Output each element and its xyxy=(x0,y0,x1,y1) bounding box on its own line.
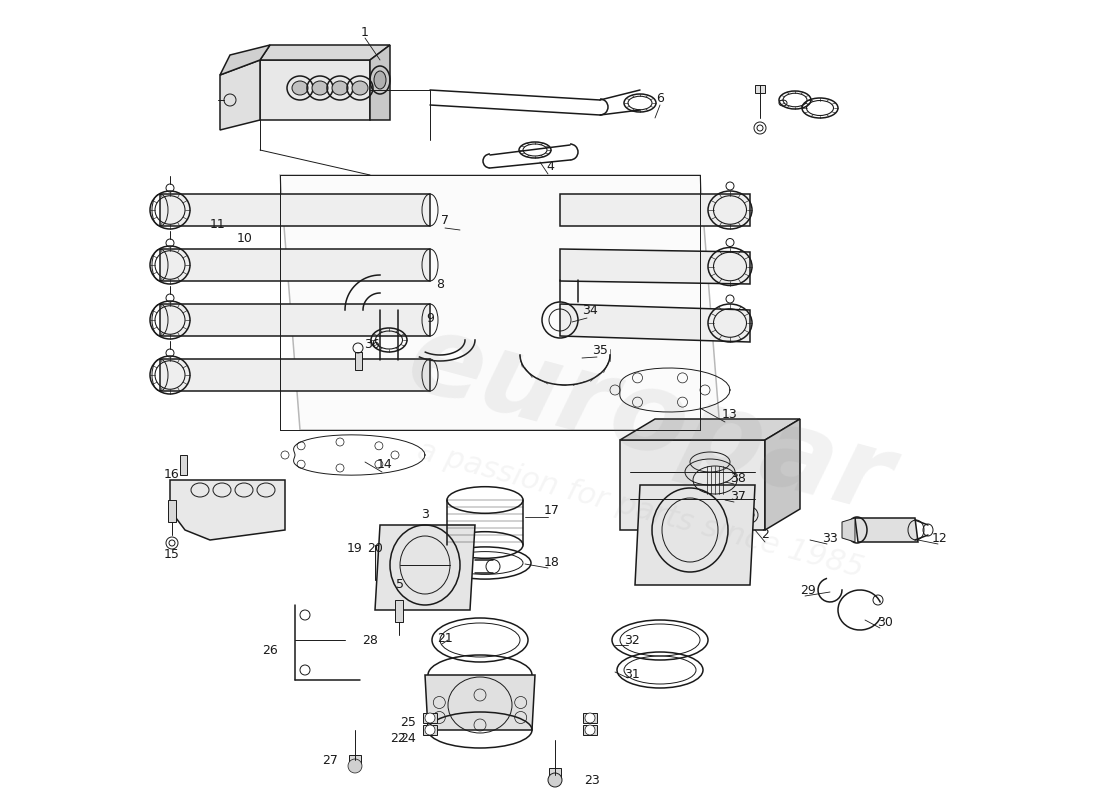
Polygon shape xyxy=(220,60,260,130)
Text: 1: 1 xyxy=(361,26,368,38)
Text: 20: 20 xyxy=(367,542,383,554)
Polygon shape xyxy=(160,304,430,336)
Text: 22: 22 xyxy=(390,731,406,745)
Bar xyxy=(583,725,597,735)
Bar xyxy=(424,713,437,723)
Text: 11: 11 xyxy=(210,218,225,231)
Circle shape xyxy=(585,725,595,735)
Ellipse shape xyxy=(352,81,368,95)
Text: 7: 7 xyxy=(441,214,449,226)
Text: 23: 23 xyxy=(584,774,600,786)
Text: 19: 19 xyxy=(348,542,363,554)
Bar xyxy=(583,713,597,723)
Polygon shape xyxy=(260,45,390,60)
Text: 21: 21 xyxy=(437,631,453,645)
Text: 28: 28 xyxy=(362,634,378,646)
Bar xyxy=(755,85,764,93)
Text: 10: 10 xyxy=(238,231,253,245)
Polygon shape xyxy=(260,60,370,120)
Text: 32: 32 xyxy=(624,634,640,646)
Bar xyxy=(180,455,187,475)
Text: 30: 30 xyxy=(877,615,893,629)
Text: 35: 35 xyxy=(592,343,608,357)
Polygon shape xyxy=(160,359,430,391)
Polygon shape xyxy=(560,304,750,342)
Bar xyxy=(168,500,176,522)
Circle shape xyxy=(757,125,763,131)
Text: 33: 33 xyxy=(822,531,838,545)
Bar xyxy=(375,545,403,580)
Ellipse shape xyxy=(292,81,308,95)
Circle shape xyxy=(746,511,754,519)
Text: 38: 38 xyxy=(730,471,746,485)
Bar xyxy=(355,352,362,370)
Ellipse shape xyxy=(332,81,348,95)
Polygon shape xyxy=(560,194,750,226)
Circle shape xyxy=(585,713,595,723)
Text: 17: 17 xyxy=(544,503,560,517)
Ellipse shape xyxy=(374,71,386,89)
Polygon shape xyxy=(635,485,755,585)
Text: 3: 3 xyxy=(421,509,429,522)
Text: 29: 29 xyxy=(800,583,816,597)
Text: 18: 18 xyxy=(544,555,560,569)
Text: europar: europar xyxy=(397,304,903,536)
Text: 12: 12 xyxy=(932,531,948,545)
Polygon shape xyxy=(375,525,475,610)
Polygon shape xyxy=(764,419,800,530)
Polygon shape xyxy=(280,175,720,430)
Polygon shape xyxy=(855,518,918,542)
Polygon shape xyxy=(620,419,800,440)
Bar xyxy=(378,575,400,583)
Text: 15: 15 xyxy=(164,549,180,562)
Bar xyxy=(349,755,361,767)
Text: 4: 4 xyxy=(546,161,554,174)
Text: 34: 34 xyxy=(582,303,598,317)
Text: a passion for parts since 1985: a passion for parts since 1985 xyxy=(414,436,867,584)
Polygon shape xyxy=(160,249,430,281)
Circle shape xyxy=(548,773,562,787)
Text: 37: 37 xyxy=(730,490,746,502)
Text: 27: 27 xyxy=(322,754,338,766)
Ellipse shape xyxy=(312,81,328,95)
Polygon shape xyxy=(620,440,764,530)
Polygon shape xyxy=(160,194,430,226)
Polygon shape xyxy=(842,518,855,542)
Text: 36: 36 xyxy=(364,338,380,350)
Circle shape xyxy=(169,540,175,546)
Text: 14: 14 xyxy=(377,458,393,471)
Text: 25: 25 xyxy=(400,715,416,729)
Text: 8: 8 xyxy=(436,278,444,291)
Text: 9: 9 xyxy=(426,311,433,325)
Polygon shape xyxy=(170,480,285,540)
Circle shape xyxy=(348,759,362,773)
Text: 24: 24 xyxy=(400,731,416,745)
Bar xyxy=(424,725,437,735)
Text: 16: 16 xyxy=(164,469,180,482)
Polygon shape xyxy=(370,45,390,120)
Polygon shape xyxy=(560,249,750,284)
Circle shape xyxy=(425,713,435,723)
Bar xyxy=(395,600,403,622)
Text: 5: 5 xyxy=(396,578,404,591)
Text: 2: 2 xyxy=(761,529,769,542)
Text: 13: 13 xyxy=(722,409,738,422)
Circle shape xyxy=(425,725,435,735)
Polygon shape xyxy=(425,675,535,730)
Text: 6: 6 xyxy=(656,91,664,105)
Polygon shape xyxy=(220,45,270,75)
Text: 31: 31 xyxy=(624,667,640,681)
Text: 26: 26 xyxy=(262,643,278,657)
Bar xyxy=(549,768,561,780)
